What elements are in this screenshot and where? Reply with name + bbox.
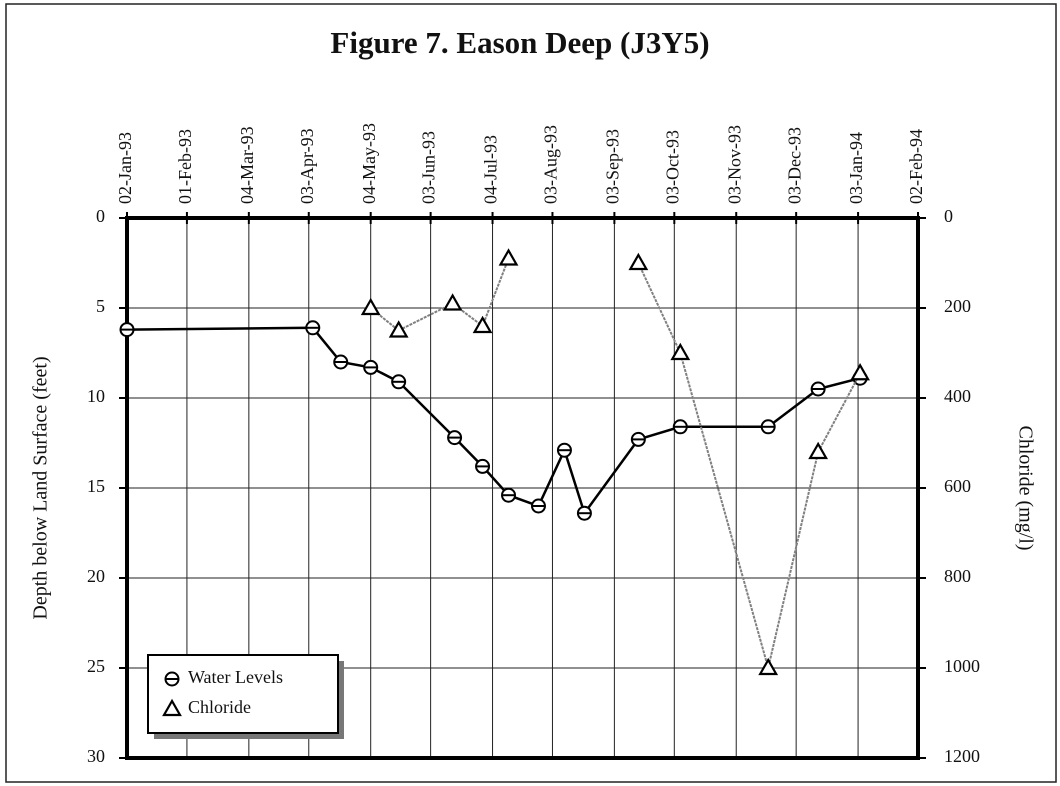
marker	[162, 698, 182, 717]
y-tick-label: 25	[87, 656, 105, 676]
y-tick-label: 30	[87, 746, 105, 766]
marker	[530, 498, 546, 514]
marker	[498, 248, 519, 266]
marker	[475, 458, 491, 474]
marker	[363, 359, 379, 375]
marker	[576, 505, 592, 521]
marker	[556, 442, 572, 458]
x-tick-label: 04-Mar-93	[237, 126, 257, 204]
x-tick-label: 03-Apr-93	[297, 128, 317, 204]
marker	[164, 671, 180, 687]
y2-axis-label: Chloride (mg/l)	[1014, 426, 1036, 551]
marker	[119, 322, 135, 338]
x-tick-label: 03-Jan-94	[846, 132, 866, 204]
chart-title: Figure 7. Eason Deep (J3Y5)	[330, 25, 709, 60]
y2-tick-label: 0	[944, 206, 953, 226]
plot-frame	[125, 216, 920, 760]
marker	[501, 487, 517, 503]
x-tick-label: 03-Nov-93	[724, 125, 744, 204]
marker	[388, 320, 409, 338]
series-line	[370, 258, 861, 669]
x-tick-label: 03-Sep-93	[603, 129, 623, 204]
y2-tick-label: 800	[944, 566, 971, 586]
x-tick-label: 03-Aug-93	[541, 125, 561, 204]
marker	[850, 363, 870, 381]
y-tick-label: 10	[87, 386, 105, 406]
marker	[628, 252, 649, 271]
x-tick-label: 03-Oct-93	[662, 130, 682, 204]
page-frame	[5, 3, 1057, 783]
x-tick-label: 04-Jul-93	[481, 135, 501, 204]
legend-box	[147, 654, 339, 734]
marker	[760, 419, 776, 435]
y2-tick-label: 200	[944, 296, 971, 316]
series-line	[126, 326, 861, 516]
marker	[447, 430, 463, 446]
y2-tick-label: 400	[944, 386, 971, 406]
y2-tick-label: 600	[944, 476, 971, 496]
y-axis-label: Depth below Land Surface (feet)	[30, 356, 52, 619]
y2-tick-label: 1200	[944, 746, 980, 766]
marker	[305, 320, 321, 336]
marker	[630, 431, 646, 447]
y-tick-label: 5	[96, 296, 105, 316]
x-tick-label: 01-Feb-93	[175, 129, 195, 204]
marker	[672, 419, 688, 435]
marker	[670, 342, 691, 361]
y2-tick-label: 1000	[944, 656, 980, 676]
marker	[758, 657, 779, 676]
y-tick-label: 0	[96, 206, 105, 226]
x-tick-label: 02-Feb-94	[906, 129, 926, 204]
marker	[442, 293, 463, 311]
x-tick-label: 02-Jan-93	[115, 132, 135, 204]
y-tick-label: 15	[87, 476, 105, 496]
marker	[360, 297, 381, 316]
legend-label: Water Levels	[188, 667, 283, 687]
marker	[808, 441, 829, 460]
marker	[391, 374, 407, 390]
x-tick-label: 03-Jun-93	[419, 131, 439, 204]
y-tick-label: 20	[87, 566, 105, 586]
marker	[810, 381, 826, 397]
marker	[472, 315, 493, 334]
marker	[333, 354, 349, 370]
x-tick-label: 03-Dec-93	[784, 127, 804, 204]
x-tick-label: 04-May-93	[359, 123, 379, 204]
legend-label: Chloride	[188, 697, 251, 717]
